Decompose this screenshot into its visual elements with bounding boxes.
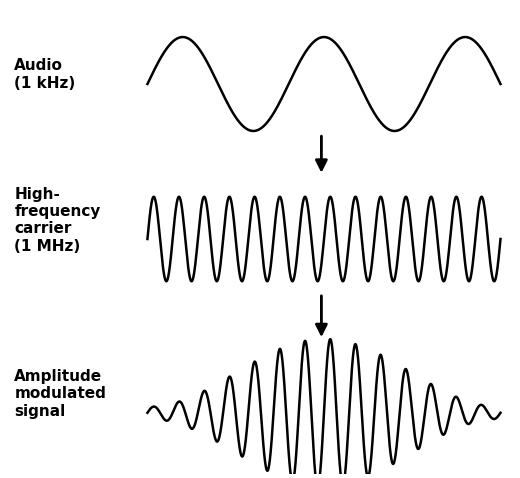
Text: Amplitude
modulated
signal: Amplitude modulated signal — [15, 369, 106, 419]
Text: High-
frequency
carrier
(1 MHz): High- frequency carrier (1 MHz) — [15, 186, 101, 254]
Text: Audio
(1 kHz): Audio (1 kHz) — [15, 58, 75, 91]
